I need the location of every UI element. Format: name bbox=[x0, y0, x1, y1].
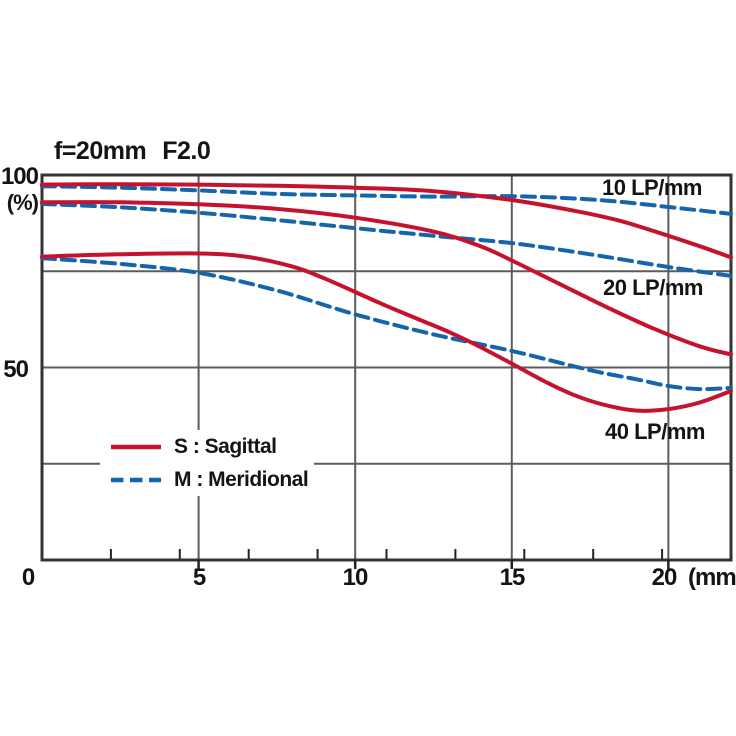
x-axis-label-0: 0 bbox=[21, 564, 35, 591]
curve-20LPmm-S bbox=[40, 200, 733, 357]
chart-legend: S : Sagittal M : Meridional bbox=[100, 430, 314, 496]
x-axis-label-15: 15 bbox=[499, 564, 526, 591]
chart-title-aperture: F2.0 bbox=[162, 137, 211, 165]
y-axis-unit-label: (%) bbox=[6, 190, 39, 215]
curve-10LPmm-S bbox=[40, 182, 733, 260]
legend-label-sagittal: S : Sagittal bbox=[174, 434, 277, 458]
curve-label-40lpmm: 40 LP/mm bbox=[605, 419, 705, 444]
meridional-line-sample-icon bbox=[111, 477, 161, 482]
legend-row-sagittal: S : Sagittal bbox=[100, 432, 314, 461]
legend-row-meridional: M : Meridional bbox=[100, 465, 314, 494]
curve-label-20lpmm: 20 LP/mm bbox=[603, 275, 703, 300]
curve-label-10lpmm: 10 LP/mm bbox=[602, 175, 702, 200]
sagittal-line-sample-icon bbox=[111, 444, 161, 449]
chart-title-focal: f=20mm bbox=[54, 137, 147, 165]
chart-title: f=20mm F2.0 bbox=[54, 137, 211, 166]
x-axis-label-20: 20 bbox=[651, 564, 678, 591]
plot-border bbox=[40, 173, 733, 562]
y-axis-label-50: 50 bbox=[3, 356, 29, 383]
y-axis-label-100: 100 bbox=[0, 163, 39, 190]
curve-40LPmm-M bbox=[40, 256, 733, 392]
curve-10LPmm-M bbox=[40, 184, 733, 216]
curve-20LPmm-M bbox=[40, 201, 733, 278]
x-axis-label-10: 10 bbox=[342, 564, 369, 591]
legend-label-meridional: M : Meridional bbox=[174, 467, 309, 491]
x-axis-label-5: 5 bbox=[192, 564, 206, 591]
curve-40LPmm-S bbox=[40, 251, 733, 413]
x-axis-unit-label: (mm) bbox=[688, 564, 736, 591]
